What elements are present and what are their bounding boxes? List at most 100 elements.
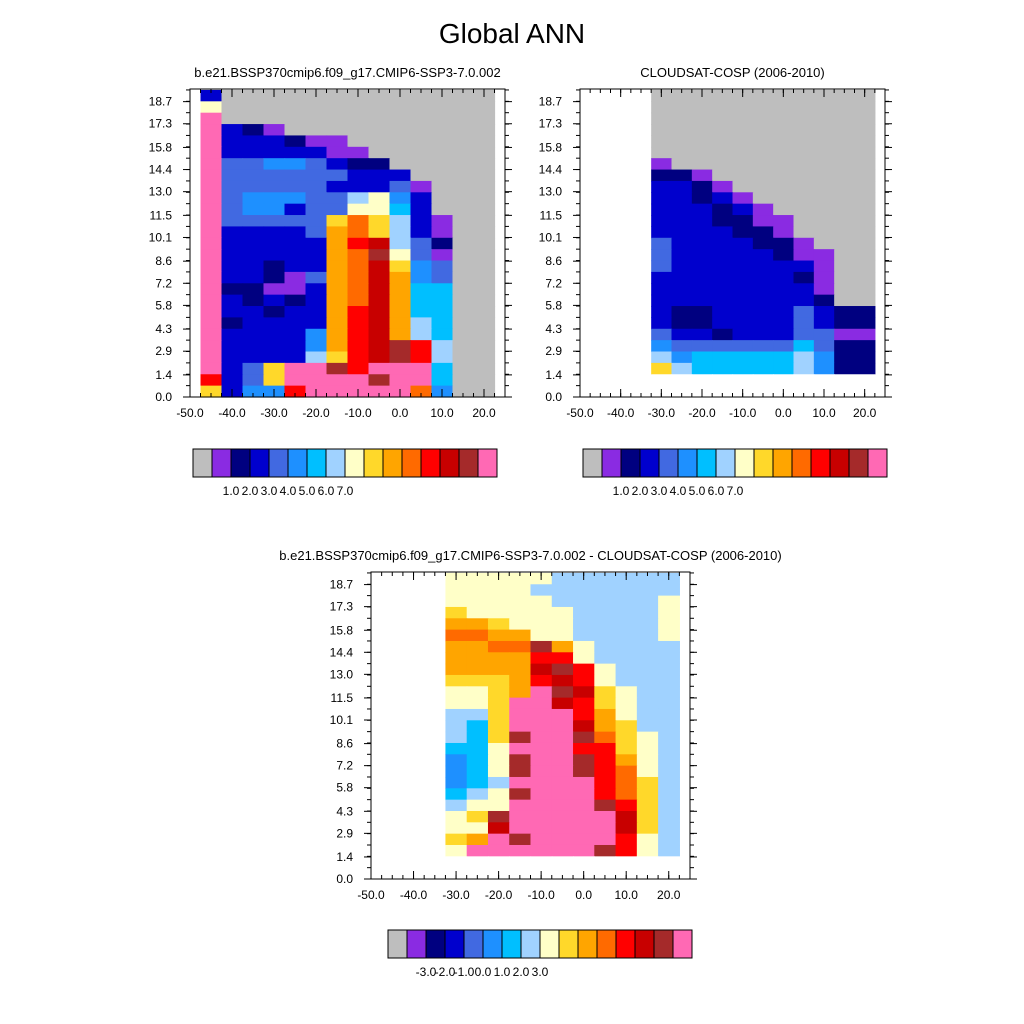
heatmap-cell xyxy=(671,215,693,228)
heatmap-cell xyxy=(284,215,307,228)
y-tick-label: 18.7 xyxy=(330,578,354,592)
heatmap-cell xyxy=(326,283,349,296)
heatmap-cell xyxy=(636,708,659,721)
heatmap-cell xyxy=(732,237,754,250)
heatmap-cell xyxy=(305,260,328,273)
heatmap-cell xyxy=(530,731,553,744)
y-tick-label: 11.5 xyxy=(150,208,173,222)
heatmap-cell xyxy=(773,260,795,273)
heatmap-cell xyxy=(326,374,349,387)
heatmap-cell xyxy=(752,124,774,137)
heatmap-cell xyxy=(530,595,553,608)
x-tick-label: -50.0 xyxy=(176,406,204,420)
heatmap-cell xyxy=(466,674,489,687)
heatmap-cell xyxy=(752,249,774,262)
heatmap-cell xyxy=(284,237,307,250)
heatmap-cell xyxy=(594,652,617,665)
heatmap-cell xyxy=(487,584,510,597)
colorbar-box xyxy=(615,929,636,959)
heatmap-cell xyxy=(752,340,774,353)
x-tick-label: 20.0 xyxy=(657,888,681,902)
heatmap-cell xyxy=(793,328,815,341)
difference-panel: b.e21.BSSP370cmip6.f09_g17.CMIP6-SSP3-7.… xyxy=(279,548,781,979)
heatmap-cell xyxy=(284,328,307,341)
heatmap-cell xyxy=(636,776,659,789)
heatmap-cell xyxy=(530,674,553,687)
heatmap-cell xyxy=(551,697,574,710)
heatmap-cell xyxy=(263,340,286,353)
heatmap-cell xyxy=(551,731,574,744)
heatmap-cell xyxy=(658,731,680,744)
heatmap-cell xyxy=(326,340,349,353)
heatmap-cell xyxy=(263,158,286,171)
heatmap-cell xyxy=(509,629,532,642)
heatmap-cell xyxy=(732,158,754,171)
heatmap-cell xyxy=(712,328,734,341)
heatmap-cell xyxy=(594,674,617,687)
heatmap-cell xyxy=(473,203,496,216)
x-tick-label: -30.0 xyxy=(442,888,470,902)
heatmap-cell xyxy=(691,135,713,148)
heatmap-cell xyxy=(347,226,370,239)
heatmap-cell xyxy=(691,215,713,228)
colorbar-box xyxy=(829,448,850,478)
heatmap-cell xyxy=(530,629,553,642)
heatmap-cell xyxy=(636,856,659,869)
heatmap-cell xyxy=(813,112,835,125)
heatmap-cell xyxy=(284,169,307,182)
heatmap-cell xyxy=(636,674,659,687)
heatmap-cell xyxy=(651,180,673,193)
heatmap-cell xyxy=(752,306,774,318)
heatmap-cell xyxy=(305,249,328,262)
heatmap-cell xyxy=(326,101,349,114)
heatmap-cell xyxy=(389,362,412,375)
heatmap-cell xyxy=(221,101,244,114)
y-tick-label: 15.8 xyxy=(149,140,173,154)
heatmap-cell xyxy=(615,822,638,835)
heatmap-cell xyxy=(615,810,638,823)
heatmap-cell xyxy=(793,351,815,364)
heatmap-cell xyxy=(347,203,370,216)
heatmap-cell xyxy=(431,294,454,307)
heatmap-cell xyxy=(368,158,391,171)
heatmap-cell xyxy=(712,124,734,137)
heatmap-cell xyxy=(658,663,680,676)
heatmap-cell xyxy=(487,663,510,676)
heatmap-cell xyxy=(615,606,638,619)
heatmap-cell xyxy=(834,135,876,148)
heatmap-cell xyxy=(431,374,454,387)
colorbar-box xyxy=(306,448,327,478)
heatmap-cell xyxy=(636,640,659,653)
y-tick-label: 10.1 xyxy=(539,230,563,244)
heatmap-cell xyxy=(284,192,307,205)
colorbar-box xyxy=(444,929,465,959)
heatmap-cell xyxy=(347,158,370,171)
heatmap-cell xyxy=(636,572,659,585)
heatmap-cell xyxy=(466,663,489,676)
heatmap-cell xyxy=(200,112,223,125)
heatmap-cell xyxy=(551,788,574,801)
heatmap-cell xyxy=(410,203,433,216)
heatmap-cell xyxy=(615,754,638,767)
heatmap-cell xyxy=(712,169,734,182)
heatmap-cell xyxy=(452,237,475,250)
heatmap-cell xyxy=(509,754,532,767)
heatmap-cell xyxy=(263,283,286,296)
heatmap-cell xyxy=(200,169,223,182)
heatmap-cell xyxy=(691,283,713,296)
colorbar-box xyxy=(477,448,498,478)
heatmap-cell xyxy=(466,810,489,823)
heatmap-cell xyxy=(813,180,835,193)
colorbar-box xyxy=(482,929,503,959)
colorbar-label: 2.0 xyxy=(513,965,530,979)
heatmap-cell xyxy=(813,328,835,341)
heatmap-cell xyxy=(347,374,370,387)
heatmap-cell xyxy=(263,374,286,387)
heatmap-cell xyxy=(305,237,328,250)
heatmap-cell xyxy=(263,237,286,250)
heatmap-cell xyxy=(487,776,510,789)
y-tick-label: 0.0 xyxy=(545,390,562,404)
heatmap-cell xyxy=(793,146,815,159)
heatmap-cell xyxy=(445,720,468,733)
heatmap-cell xyxy=(671,260,693,273)
